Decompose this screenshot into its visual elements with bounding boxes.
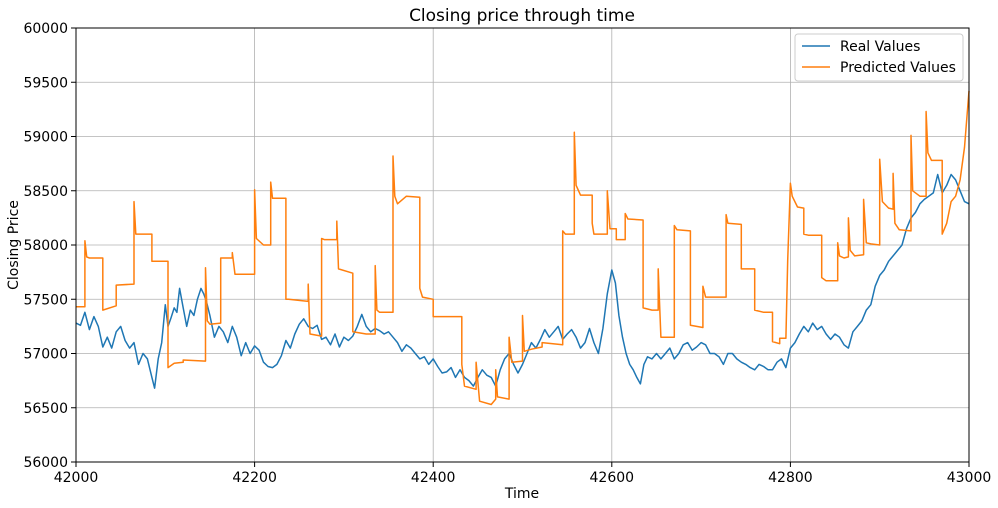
x-tick-label: 42200 bbox=[232, 470, 277, 486]
y-tick-label: 59000 bbox=[23, 130, 68, 146]
x-tick-label: 42400 bbox=[411, 470, 456, 486]
legend-label-predicted: Predicted Values bbox=[840, 60, 956, 76]
series-line-real-values bbox=[75, 173, 970, 389]
legend-box bbox=[794, 33, 964, 82]
y-tick-label: 60000 bbox=[23, 21, 68, 37]
series-layer bbox=[75, 90, 970, 406]
y-tick-label: 58000 bbox=[23, 238, 68, 254]
y-tick-label: 57500 bbox=[23, 292, 68, 308]
x-axis-title: Time bbox=[504, 486, 539, 502]
y-axis-title: Closing Price bbox=[6, 200, 22, 290]
x-tick-label: 42800 bbox=[768, 470, 813, 486]
x-tick-label: 42000 bbox=[54, 470, 99, 486]
y-tick-label: 58500 bbox=[23, 184, 68, 200]
ticks: 42000 42200 42400 42600 42800 43000 56000 56500… bbox=[23, 21, 991, 486]
x-tick-label: 43000 bbox=[947, 470, 992, 486]
chart-title: Closing price through time bbox=[409, 6, 635, 26]
y-tick-label: 56000 bbox=[23, 455, 68, 471]
y-tick-label: 59500 bbox=[23, 75, 68, 91]
y-tick-label: 56500 bbox=[23, 401, 68, 417]
y-tick-label: 57000 bbox=[23, 347, 68, 363]
x-tick-label: 42600 bbox=[590, 470, 635, 486]
legend: Real Values Predicted Values bbox=[794, 33, 964, 82]
legend-label-real: Real Values bbox=[840, 39, 920, 55]
series-line-predicted-values bbox=[76, 90, 970, 406]
